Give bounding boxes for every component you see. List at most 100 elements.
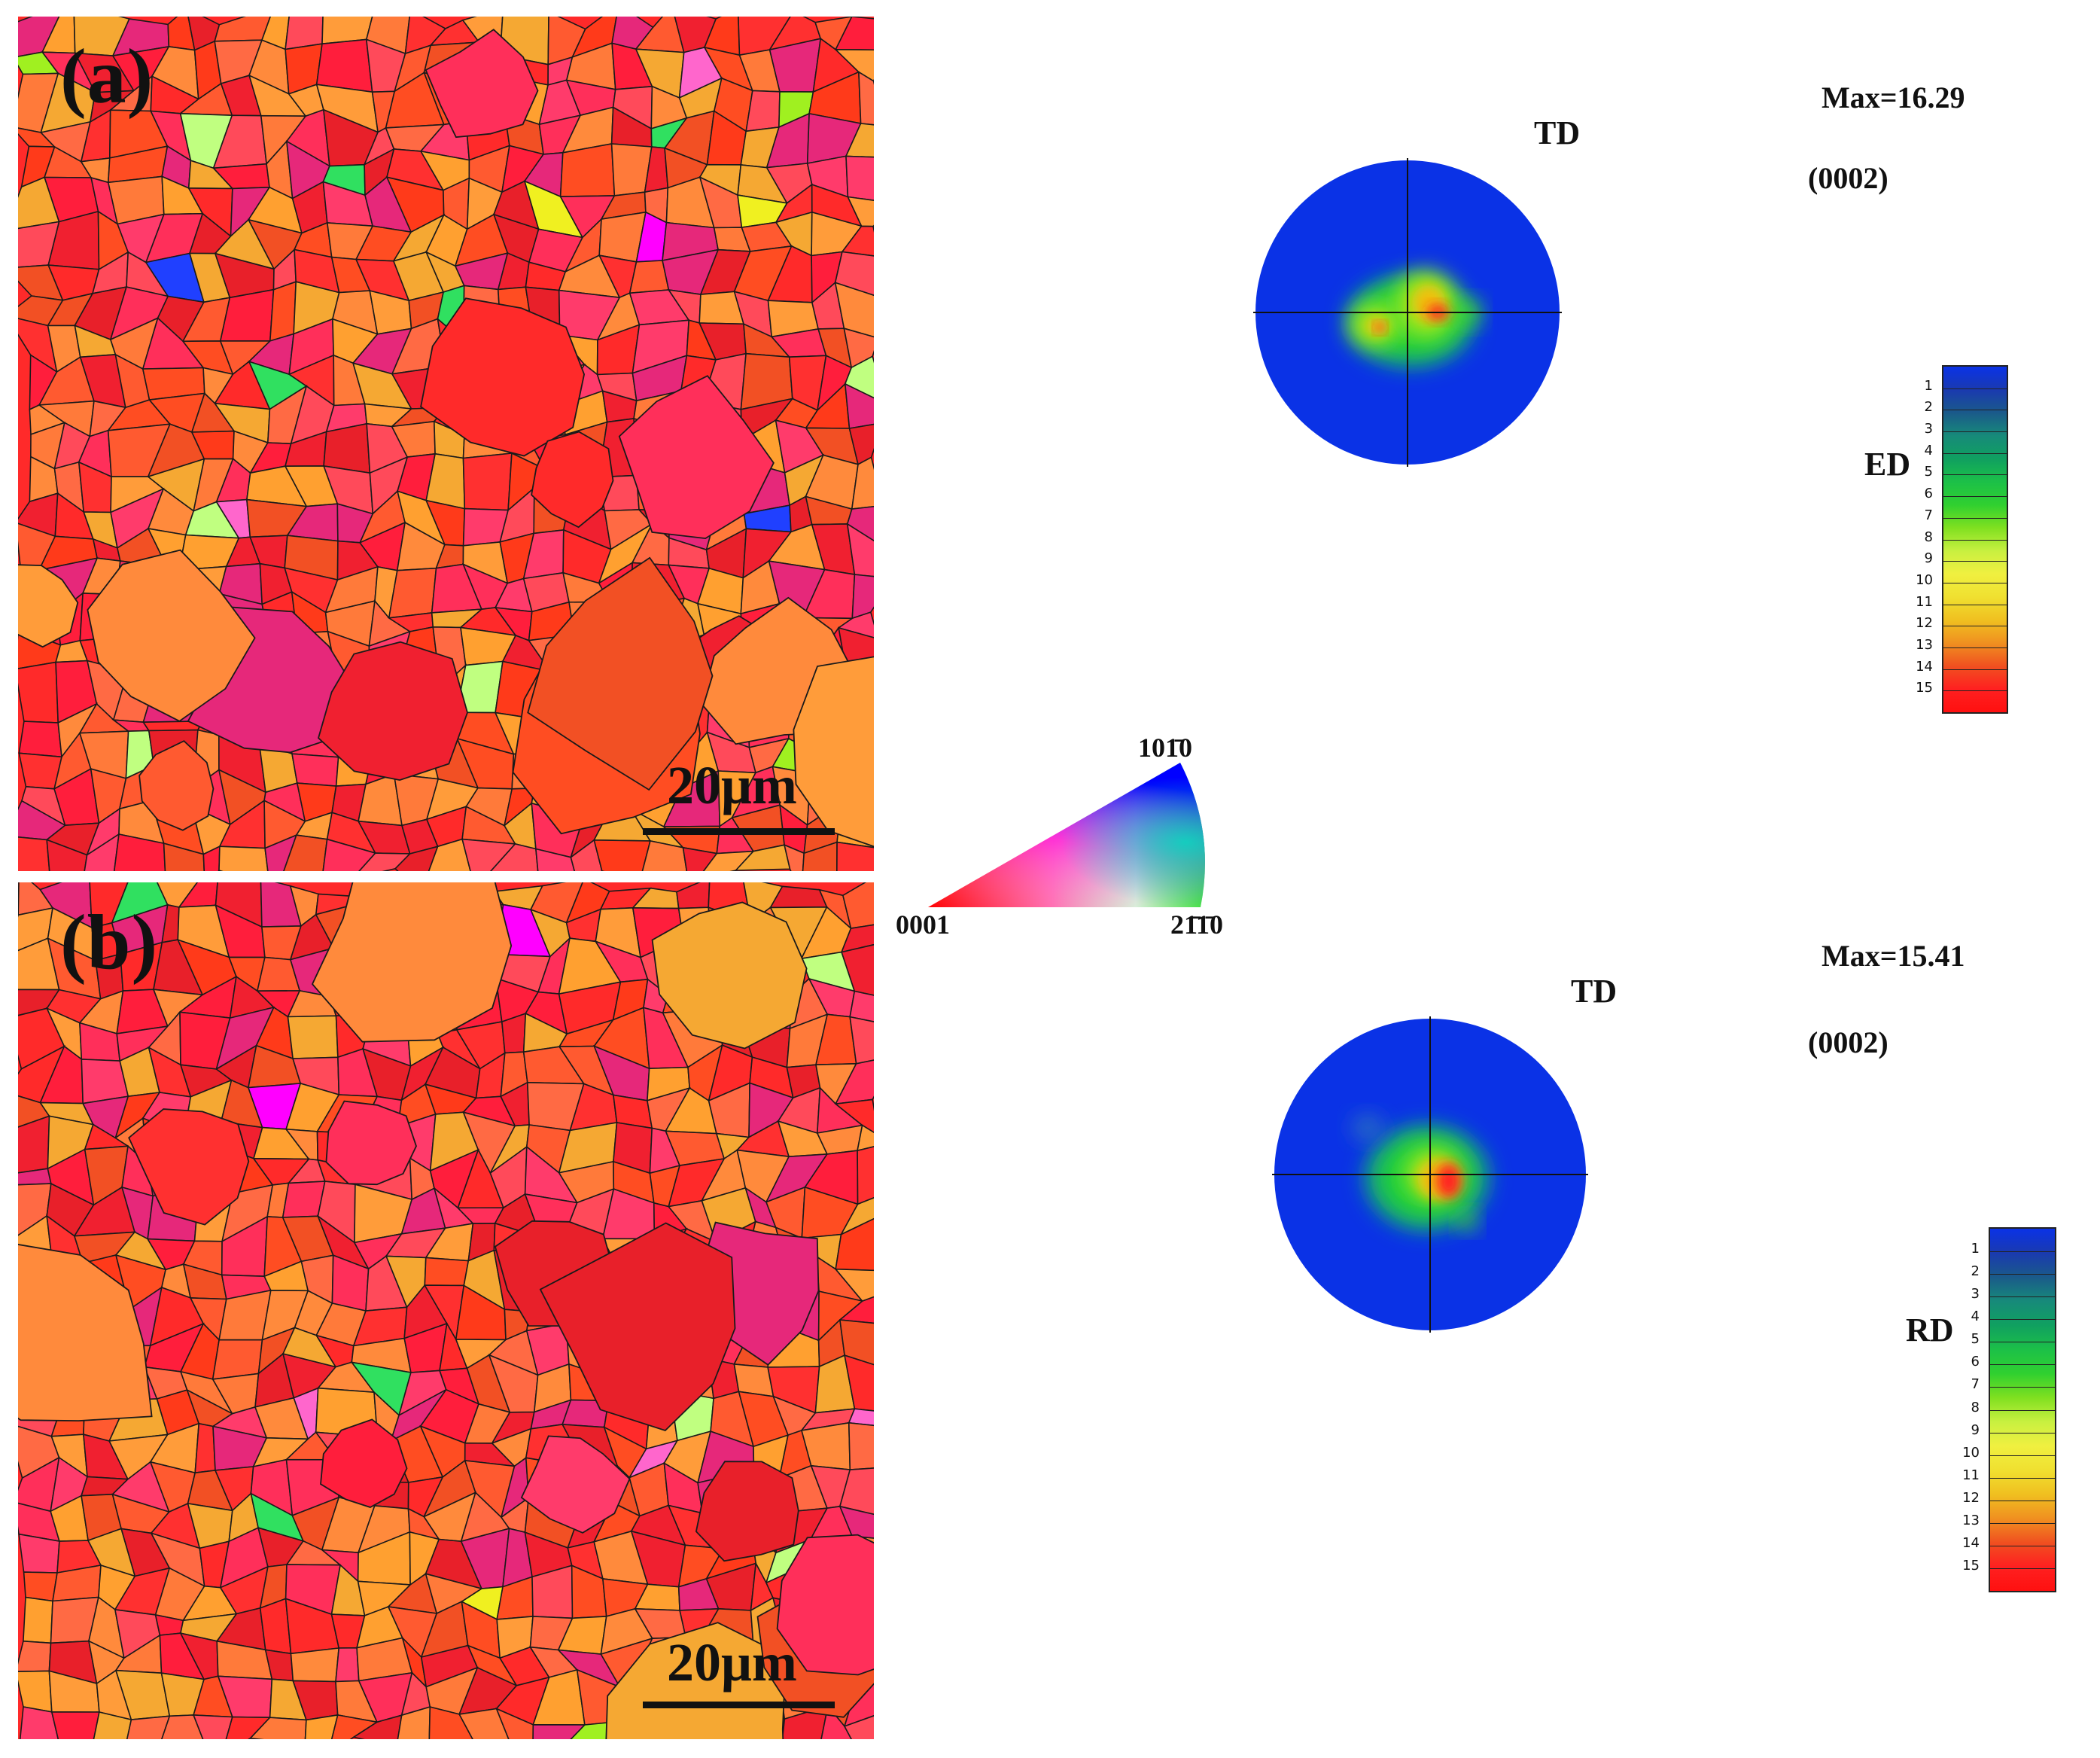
grain bbox=[192, 1714, 233, 1739]
grain bbox=[838, 1505, 874, 1539]
grain bbox=[839, 1197, 874, 1236]
colorbar-divider bbox=[1990, 1296, 2055, 1298]
colorbar-divider bbox=[1990, 1251, 2055, 1253]
grain bbox=[424, 1257, 470, 1287]
pole-figure-a-group: Max=16.29 (0002) TD ED 1 2 3 4 5 6 7 8 9 10 11 12 13… bbox=[1234, 72, 2100, 794]
grain bbox=[323, 422, 371, 474]
grain bbox=[834, 282, 874, 338]
ipf-triangle-cyan bbox=[928, 763, 1205, 907]
grain bbox=[834, 251, 874, 297]
large-grain bbox=[18, 564, 79, 648]
colorbar-tick-label: 4 bbox=[1971, 1309, 1980, 1325]
colorbar-tick-label: 3 bbox=[1924, 421, 1933, 437]
pf-b-colorbar-ticks: 1 2 3 4 5 6 7 8 9 10 11 12 13 14 15 bbox=[1957, 1227, 1987, 1592]
colorbar-divider bbox=[1990, 1477, 2055, 1479]
colorbar-divider bbox=[1990, 1387, 2055, 1388]
pf-b-max-label: Max=15.41 bbox=[1822, 939, 1965, 973]
grain bbox=[842, 882, 874, 930]
grain bbox=[458, 1708, 510, 1739]
grain bbox=[335, 1647, 360, 1683]
colorbar-tick-label: 9 bbox=[1924, 550, 1933, 567]
grain bbox=[84, 833, 120, 871]
grain bbox=[840, 924, 874, 953]
grain bbox=[269, 281, 297, 342]
grain bbox=[848, 1421, 874, 1470]
grain bbox=[161, 1714, 204, 1739]
grain bbox=[322, 838, 377, 871]
grain bbox=[849, 990, 874, 1022]
colorbar-tick-label: 12 bbox=[1916, 615, 1933, 632]
pf-a-max-label: Max=16.29 bbox=[1822, 81, 1965, 114]
colorbar-tick-label: 8 bbox=[1924, 529, 1933, 545]
grain bbox=[835, 1217, 874, 1272]
grain bbox=[19, 1706, 59, 1739]
colorbar-divider bbox=[1943, 647, 2007, 648]
grain bbox=[218, 845, 269, 871]
colorbar-divider bbox=[1943, 669, 2007, 670]
large-grain bbox=[425, 29, 539, 139]
grain bbox=[844, 1354, 874, 1412]
large-grain bbox=[320, 1418, 408, 1508]
grain bbox=[849, 1016, 874, 1065]
pf-b-top-axis-label: TD bbox=[1571, 973, 1618, 1010]
colorbar-tick-label: 12 bbox=[1962, 1489, 1980, 1506]
grain bbox=[18, 836, 50, 871]
colorbar-divider bbox=[1943, 452, 2007, 454]
colorbar-divider bbox=[1990, 1364, 2055, 1366]
pf-b-colorbar bbox=[1989, 1227, 2056, 1592]
grain bbox=[682, 846, 718, 871]
large-grain bbox=[311, 882, 513, 1043]
large-grain bbox=[605, 1622, 787, 1739]
colorbar-divider bbox=[1943, 474, 2007, 476]
grain bbox=[23, 1571, 58, 1602]
large-grain bbox=[539, 1222, 736, 1432]
colorbar-tick-label: 11 bbox=[1916, 593, 1933, 610]
colorbar-tick-label: 1 bbox=[1924, 377, 1933, 394]
grain bbox=[495, 1707, 534, 1739]
colorbar-tick-label: 14 bbox=[1916, 658, 1933, 675]
grain bbox=[846, 523, 874, 577]
grain bbox=[304, 1714, 339, 1739]
colorbar-tick-label: 14 bbox=[1962, 1534, 1980, 1551]
grain bbox=[845, 123, 874, 158]
grain bbox=[248, 1717, 307, 1739]
ebsd-grain-map-b bbox=[18, 882, 874, 1739]
pf-a-colorbar-ticks: 1 2 3 4 5 6 7 8 9 10 11 12 13 14 15 bbox=[1910, 365, 1940, 714]
colorbar-divider bbox=[1990, 1455, 2055, 1456]
grain bbox=[428, 838, 471, 871]
colorbar-tick-label: 15 bbox=[1962, 1557, 1980, 1574]
colorbar-divider bbox=[1990, 1432, 2055, 1434]
colorbar-tick-label: 1 bbox=[1971, 1241, 1980, 1257]
colorbar-tick-label: 13 bbox=[1916, 636, 1933, 653]
ebsd-map-b: (b) 20μm bbox=[18, 882, 874, 1739]
grain bbox=[802, 841, 838, 871]
pole-figure-b-group: Max=15.41 (0002) TD RD 1 2 3 4 5 6 7 8 9 10 11 12 13… bbox=[1234, 930, 2100, 1683]
large-grain bbox=[776, 1534, 874, 1676]
ipf-label-1010: 101̄0 bbox=[1138, 733, 1192, 763]
grain bbox=[532, 1723, 586, 1739]
pf-intensity-blob bbox=[1375, 323, 1385, 333]
pf-a-right-axis-label: ED bbox=[1864, 446, 1911, 483]
grain bbox=[834, 1098, 874, 1134]
grain bbox=[844, 382, 874, 429]
colorbar-tick-label: 5 bbox=[1924, 464, 1933, 480]
grain bbox=[283, 834, 328, 871]
grain bbox=[18, 1640, 52, 1673]
grain bbox=[534, 848, 576, 871]
pf-intensity-blob bbox=[1458, 1211, 1478, 1231]
grain bbox=[397, 1706, 431, 1739]
pf-b-right-axis-label: RD bbox=[1906, 1312, 1954, 1348]
large-grain bbox=[128, 1108, 250, 1226]
colorbar-divider bbox=[1943, 690, 2007, 692]
grain bbox=[291, 753, 339, 787]
grain bbox=[745, 90, 781, 133]
panel-label-a: (a) bbox=[60, 33, 154, 120]
large-grain bbox=[138, 740, 215, 831]
grain bbox=[846, 505, 874, 542]
pf-a-top-axis-label: TD bbox=[1534, 114, 1581, 151]
colorbar-divider bbox=[1990, 1522, 2055, 1524]
colorbar-divider bbox=[1990, 1568, 2055, 1569]
colorbar-tick-label: 11 bbox=[1962, 1467, 1980, 1483]
grain bbox=[461, 838, 517, 871]
grain bbox=[18, 1670, 53, 1713]
